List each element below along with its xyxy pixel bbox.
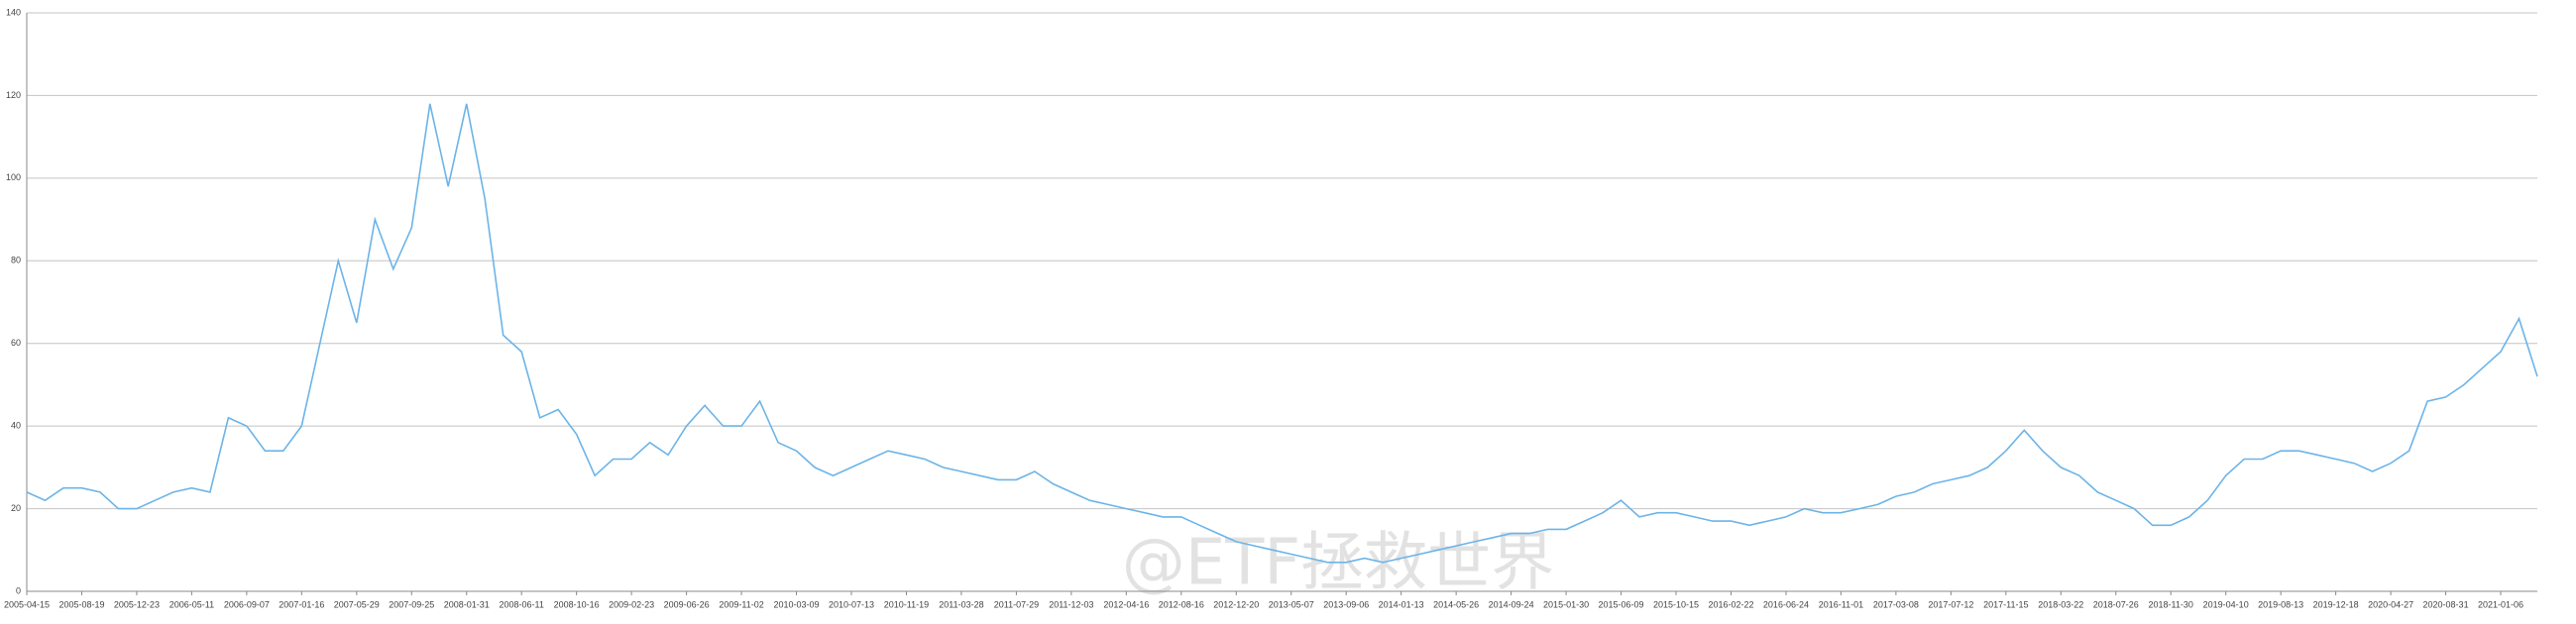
x-tick-label: 2015-06-09 — [1599, 599, 1644, 609]
x-tick-label: 2010-11-19 — [884, 599, 929, 609]
x-tick-label: 2014-05-26 — [1433, 599, 1479, 609]
x-tick-label: 2008-01-31 — [444, 599, 490, 609]
y-tick-label: 100 — [6, 172, 21, 182]
x-tick-label: 2007-05-29 — [334, 599, 380, 609]
x-tick-label: 2011-07-29 — [994, 599, 1039, 609]
x-tick-label: 2012-12-20 — [1213, 599, 1259, 609]
x-tick-label: 2017-11-15 — [1983, 599, 2028, 609]
x-tick-label: 2005-04-15 — [4, 599, 50, 609]
x-tick-label: 2007-09-25 — [389, 599, 434, 609]
x-tick-label: 2015-01-30 — [1543, 599, 1589, 609]
x-tick-label: 2020-08-31 — [2423, 599, 2469, 609]
x-tick-label: 2009-06-26 — [664, 599, 710, 609]
x-tick-label: 2016-11-01 — [1819, 599, 1863, 609]
x-tick-label: 2013-09-06 — [1323, 599, 1369, 609]
x-tick-label: 2017-07-12 — [1928, 599, 1973, 609]
y-tick-label: 0 — [16, 585, 21, 595]
x-tick-label: 2010-07-13 — [829, 599, 874, 609]
x-tick-label: 2018-03-22 — [2038, 599, 2083, 609]
y-tick-label: 20 — [11, 503, 21, 513]
y-tick-label: 80 — [11, 256, 21, 265]
x-tick-label: 2018-07-26 — [2093, 599, 2139, 609]
y-tick-label: 60 — [11, 338, 21, 348]
x-tick-label: 2014-01-13 — [1379, 599, 1424, 609]
x-tick-label: 2014-09-24 — [1489, 599, 1534, 609]
x-tick-label: 2006-05-11 — [169, 599, 214, 609]
x-tick-label: 2012-08-16 — [1159, 599, 1204, 609]
x-tick-label: 2016-02-22 — [1708, 599, 1753, 609]
x-tick-label: 2017-03-08 — [1873, 599, 1919, 609]
y-tick-label: 140 — [6, 7, 21, 17]
x-tick-label: 2012-04-16 — [1103, 599, 1149, 609]
x-tick-label: 2010-03-09 — [774, 599, 820, 609]
x-tick-label: 2007-01-16 — [279, 599, 324, 609]
x-tick-label: 2018-11-30 — [2149, 599, 2193, 609]
y-tick-label: 40 — [11, 421, 21, 431]
x-tick-label: 2021-01-06 — [2478, 599, 2523, 609]
x-tick-label: 2005-12-23 — [114, 599, 160, 609]
x-tick-label: 2008-06-11 — [500, 599, 544, 609]
x-tick-label: 2013-05-07 — [1269, 599, 1314, 609]
x-tick-label: 2016-06-24 — [1763, 599, 1809, 609]
x-tick-label: 2009-02-23 — [609, 599, 654, 609]
x-tick-label: 2011-03-28 — [939, 599, 983, 609]
y-tick-label: 120 — [6, 90, 21, 100]
data-line — [26, 103, 2538, 564]
x-tick-label: 2020-04-27 — [2368, 599, 2413, 609]
x-tick-label: 2019-04-10 — [2203, 599, 2249, 609]
x-tick-label: 2006-09-07 — [224, 599, 270, 609]
x-tick-label: 2005-08-19 — [58, 599, 104, 609]
x-tick-label: 2019-08-13 — [2258, 599, 2303, 609]
x-tick-label: 2008-10-16 — [554, 599, 600, 609]
x-tick-label: 2009-11-02 — [719, 599, 763, 609]
x-tick-label: 2011-12-03 — [1049, 599, 1093, 609]
x-tick-label: 2015-10-15 — [1653, 599, 1699, 609]
x-tick-label: 2019-12-18 — [2313, 599, 2359, 609]
